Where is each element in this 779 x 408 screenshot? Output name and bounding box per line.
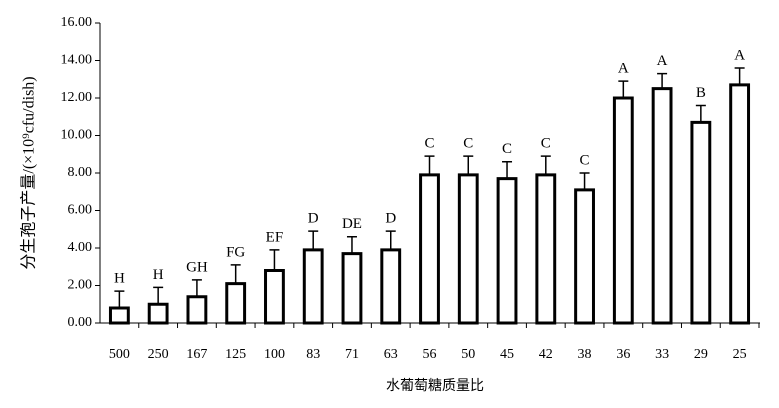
y-tick-label: 12.00 [61,90,93,105]
x-tick-label: 45 [500,347,514,362]
bar [574,188,595,325]
bar [225,282,247,325]
significance-letter: C [424,136,434,152]
x-tick-label: 42 [539,347,553,362]
x-tick-label: 71 [345,347,359,362]
x-tick-label: 50 [461,347,475,362]
x-tick-label: 63 [384,347,398,362]
x-tick-label: 38 [578,347,592,362]
y-tick-label: 2.00 [68,278,93,293]
significance-letter: C [502,141,512,157]
bar [341,252,363,325]
bar [535,173,557,325]
significance-letter: FG [226,244,245,260]
x-tick-label: 33 [655,347,669,362]
y-tick-label: 8.00 [68,165,93,180]
significance-letter: A [734,47,745,63]
x-tick-label: 250 [148,347,169,362]
significance-letter: DE [342,216,362,232]
significance-letter: C [541,136,551,152]
x-tick-label: 100 [264,347,285,362]
significance-letter: H [114,271,125,287]
bar [690,120,712,325]
significance-letter: A [618,61,629,77]
significance-letter: D [308,211,319,227]
y-tick-label: 6.00 [68,203,93,218]
significance-letter: A [657,53,668,69]
bar [612,96,634,325]
y-axis-label: 分生孢子产量/(×10⁹cfu/dish) [20,76,38,269]
significance-letter: D [385,211,396,227]
bar [186,295,208,325]
x-tick-label: 125 [225,347,246,362]
bar [264,269,285,325]
x-tick-label: 167 [186,347,207,362]
significance-letter: B [696,85,706,101]
x-axis-label: 水葡萄糖质量比 [386,378,484,394]
x-tick-label: 36 [616,347,630,362]
y-tick-label: 16.00 [61,15,93,30]
bar [496,177,518,325]
x-tick-label: 83 [306,347,320,362]
y-tick-label: 4.00 [68,240,93,255]
bar [380,248,402,325]
bar [651,87,673,325]
y-tick-label: 0.00 [68,315,93,330]
significance-letter: C [580,152,590,168]
bar [302,248,324,325]
bar [729,83,751,325]
significance-letter: C [463,136,473,152]
bar [147,302,169,325]
x-tick-label: 25 [733,347,747,362]
x-tick-label: 56 [423,347,437,362]
y-tick-label: 10.00 [61,128,93,143]
bar [457,173,479,325]
y-tick-label: 14.00 [61,53,93,68]
significance-letter: EF [266,229,284,245]
x-tick-label: 500 [109,347,130,362]
x-tick-label: 29 [694,347,708,362]
bar [108,306,130,325]
bar [419,173,440,325]
significance-letter: GH [186,259,208,275]
significance-letter: H [153,267,164,283]
